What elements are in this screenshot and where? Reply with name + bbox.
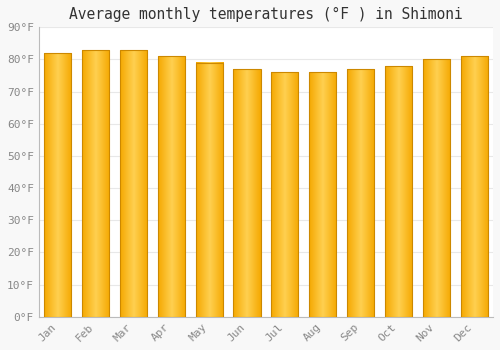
Bar — [271, 72, 298, 317]
Bar — [347, 69, 374, 317]
Bar — [120, 50, 147, 317]
Bar — [196, 63, 223, 317]
Bar — [309, 72, 336, 317]
Bar — [385, 66, 412, 317]
Bar — [460, 56, 488, 317]
Bar — [44, 53, 72, 317]
Title: Average monthly temperatures (°F ) in Shimoni: Average monthly temperatures (°F ) in Sh… — [69, 7, 463, 22]
Bar — [234, 69, 260, 317]
Bar — [158, 56, 185, 317]
Bar — [422, 60, 450, 317]
Bar — [82, 50, 109, 317]
